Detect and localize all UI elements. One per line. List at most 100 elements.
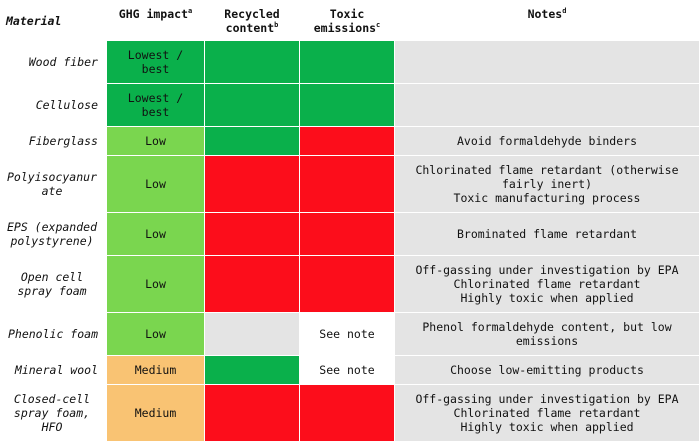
table-row: Wood fiber Lowest / best	[1, 40, 700, 84]
material-cell: Fiberglass	[1, 126, 107, 156]
ghg-impact-value: Lowest /	[127, 91, 184, 105]
header-material: Material	[1, 0, 107, 41]
table-row: Open cellspray foam Low Off-gassing under …	[1, 255, 700, 313]
ghg-impact-value: Medium	[134, 406, 177, 420]
notes-cell: Off-gassing under investigation by EPA Ch…	[394, 384, 700, 442]
recycled-content-cell	[204, 384, 300, 442]
material-name: Fiberglass	[28, 134, 98, 148]
note-line: Brominated flame retardant	[456, 227, 637, 241]
toxic-emissions-cell	[299, 126, 395, 156]
footnote-b: b	[274, 21, 279, 30]
material-name: Polyisocyanur	[6, 170, 97, 184]
ghg-impact-value: Low	[145, 277, 166, 291]
material-name: polystyrene)	[10, 234, 94, 248]
recycled-content-cell	[204, 355, 300, 385]
toxic-emissions-cell: See note	[299, 312, 395, 356]
toxic-emissions-cell	[299, 155, 395, 213]
ghg-impact-value: Medium	[134, 363, 177, 377]
notes-cell: Avoid formaldehyde binders	[394, 126, 700, 156]
note-line: Chlorinated flame retardant	[453, 277, 641, 291]
ghg-impact-value: best	[141, 62, 170, 76]
table-row: Mineral wool Medium See note Choose low-emi…	[1, 355, 700, 385]
material-cell: Closed-cellspray foam,HFO	[1, 384, 107, 442]
recycled-content-cell	[204, 40, 300, 84]
material-cell: Phenolic foam	[1, 312, 107, 356]
toxic-emissions-cell	[299, 255, 395, 313]
notes-cell	[394, 40, 700, 84]
note-line: Off-gassing under investigation by EPA	[415, 263, 679, 277]
material-cell: EPS (expandedpolystyrene)	[1, 212, 107, 256]
note-line: Toxic manufacturing process	[453, 191, 641, 205]
table-row: EPS (expandedpolystyrene) Low Brominated f…	[1, 212, 700, 256]
notes-cell: Phenol formaldehyde content, but low emis…	[394, 312, 700, 356]
recycled-content-cell	[204, 212, 300, 256]
material-name: spray foam,	[13, 406, 91, 420]
ghg-impact-cell: Low	[106, 212, 205, 256]
note-line: Highly toxic when applied	[460, 420, 634, 434]
ghg-impact-cell: Medium	[106, 384, 205, 442]
toxic-emissions-cell	[299, 384, 395, 442]
material-cell: Mineral wool	[1, 355, 107, 385]
ghg-impact-value: best	[141, 105, 170, 119]
footnote-d: d	[562, 7, 567, 16]
ghg-impact-cell: Lowest / best	[106, 40, 205, 84]
material-name: Phenolic foam	[7, 327, 98, 341]
note-line: fairly inert)	[501, 177, 592, 191]
toxic-emissions-cell	[299, 40, 395, 84]
table-row: Fiberglass Low Avoid formaldehyde binders	[1, 126, 700, 156]
ghg-impact-value: Low	[145, 227, 166, 241]
table-row: Polyisocyanurate Low Chlorinated flame ret…	[1, 155, 700, 213]
material-name: HFO	[41, 420, 63, 434]
recycled-content-cell	[204, 312, 300, 356]
notes-cell: Chlorinated flame retardant (otherwise fa…	[394, 155, 700, 213]
material-name: ate	[41, 184, 63, 198]
note-line: Chlorinated flame retardant	[453, 406, 641, 420]
note-line: Off-gassing under investigation by EPA	[415, 392, 679, 406]
note-line: Avoid formaldehyde binders	[456, 134, 637, 148]
ghg-impact-value: Lowest /	[127, 48, 184, 62]
material-cell: Polyisocyanurate	[1, 155, 107, 213]
material-name: EPS (expanded	[6, 220, 97, 234]
notes-cell	[394, 83, 700, 127]
ghg-impact-value: Low	[145, 177, 166, 191]
note-line: Chlorinated flame retardant (otherwise	[415, 163, 679, 177]
material-name: Mineral wool	[14, 363, 98, 377]
ghg-impact-cell: Medium	[106, 355, 205, 385]
material-cell: Cellulose	[1, 83, 107, 127]
table-row: Closed-cellspray foam,HFO Medium Off-gassi…	[1, 384, 700, 442]
material-cell: Open cellspray foam	[1, 255, 107, 313]
toxic-emissions-cell	[299, 212, 395, 256]
ghg-impact-cell: Low	[106, 312, 205, 356]
ghg-impact-value: Low	[145, 134, 166, 148]
ghg-impact-cell: Low	[106, 126, 205, 156]
notes-cell: Off-gassing under investigation by EPA Ch…	[394, 255, 700, 313]
recycled-content-cell	[204, 83, 300, 127]
ghg-impact-cell: Low	[106, 255, 205, 313]
material-name: spray foam	[17, 284, 87, 298]
material-name: Closed-cell	[13, 392, 91, 406]
header-notes: Notesd	[394, 0, 700, 41]
footnote-a: a	[188, 7, 193, 16]
note-line: Choose low-emitting products	[450, 363, 644, 377]
ghg-impact-value: Low	[145, 327, 166, 341]
header-toxic-emissions: Toxic emissionsc	[299, 0, 395, 41]
material-cell: Wood fiber	[1, 40, 107, 84]
header-recycled-content: Recycled contentb	[204, 0, 300, 41]
material-name: Wood fiber	[28, 55, 98, 69]
table-row: Cellulose Lowest / best	[1, 83, 700, 127]
toxic-emissions-cell	[299, 83, 395, 127]
header-ghg-impact: GHG impacta	[106, 0, 205, 41]
note-line: Phenol formaldehyde content, but low	[422, 320, 672, 334]
ghg-impact-cell: Lowest / best	[106, 83, 205, 127]
toxic-emissions-cell: See note	[299, 355, 395, 385]
header-row: Material GHG impacta Recycled contentb T…	[1, 0, 700, 41]
note-line: Highly toxic when applied	[460, 291, 634, 305]
recycled-content-cell	[204, 155, 300, 213]
footnote-c: c	[376, 21, 381, 30]
note-line: emissions	[515, 334, 579, 348]
table-row: Phenolic foam Low See note Phenol formaldeh…	[1, 312, 700, 356]
notes-cell: Choose low-emitting products	[394, 355, 700, 385]
ghg-impact-cell: Low	[106, 155, 205, 213]
notes-cell: Brominated flame retardant	[394, 212, 700, 256]
material-name: Open cell	[20, 270, 84, 284]
